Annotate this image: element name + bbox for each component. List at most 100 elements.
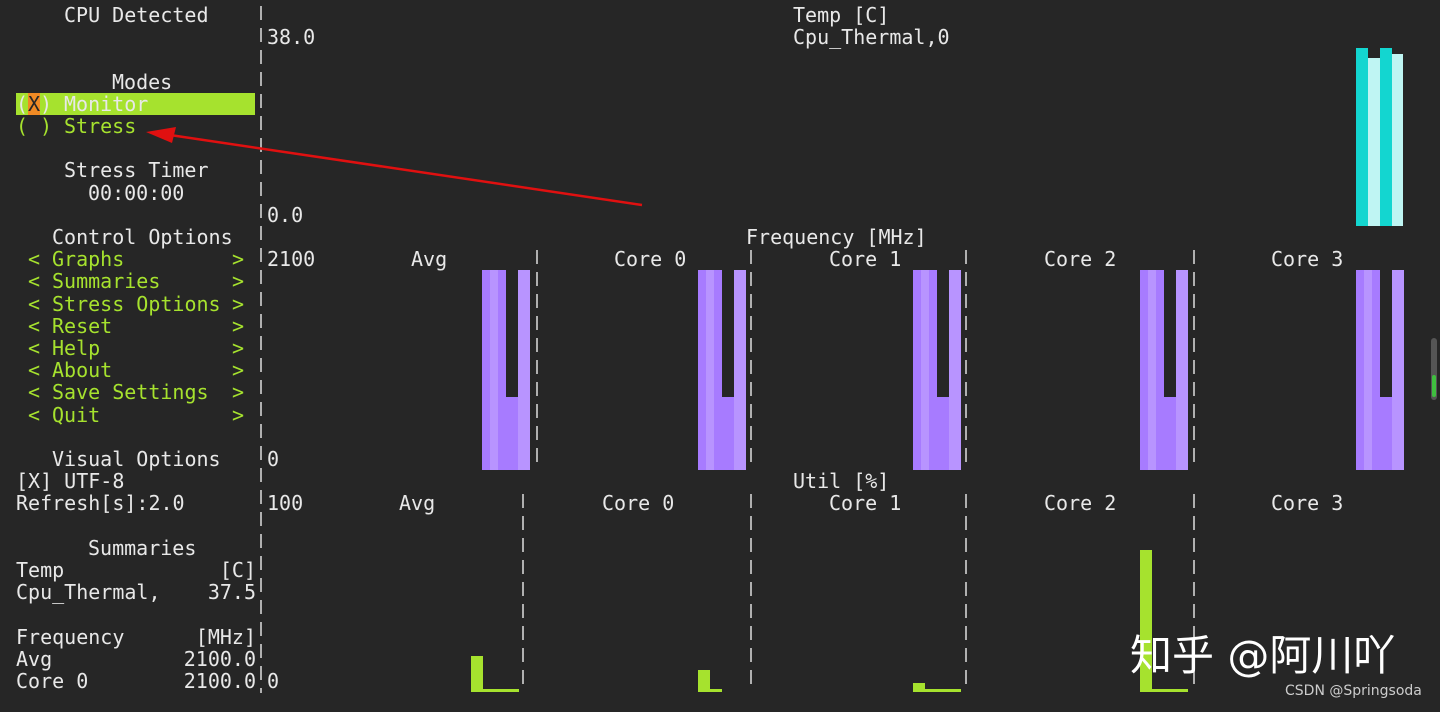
summary-label: Temp <box>16 558 65 582</box>
bracket: < <box>28 247 41 272</box>
bracket: > <box>232 291 245 316</box>
radio-mark <box>28 115 40 137</box>
section-title: Stress Timer <box>64 158 209 183</box>
bracket: < <box>28 380 41 405</box>
bar <box>506 397 518 470</box>
summary-value: 2100.0 <box>183 669 256 693</box>
panel-title: Core 0 <box>614 247 687 272</box>
summary-value: [MHz] <box>195 624 256 649</box>
y-min: 0 <box>267 447 280 471</box>
bar <box>925 689 961 692</box>
bar <box>1176 270 1188 470</box>
y-max: 100 <box>267 491 304 516</box>
bracket: < <box>28 336 41 360</box>
y-max: 38.0 <box>267 25 316 50</box>
watermark: 知乎 @阿川吖 <box>1130 631 1396 680</box>
panel-title: Core 3 <box>1271 491 1344 516</box>
graph-title: Temp [C] <box>793 3 890 27</box>
arrow-head <box>146 127 176 143</box>
visual-option[interactable]: Refresh[s]:2.0 <box>16 491 185 516</box>
bar <box>1356 48 1368 226</box>
panel-title: Core 2 <box>1044 247 1117 272</box>
radio-mark: X <box>28 91 41 116</box>
bracket: < <box>28 402 41 427</box>
summary-label: Core 0 <box>16 669 89 693</box>
panel-title: Core 0 <box>602 491 675 516</box>
panel-title: Core 1 <box>829 247 902 272</box>
util-bars <box>471 550 1188 692</box>
panel-title: Core 2 <box>1044 491 1117 516</box>
summary-value: 2100.0 <box>183 646 256 671</box>
temp-bars <box>1356 48 1403 226</box>
bar <box>710 689 722 692</box>
scrollbar-thumb <box>1432 375 1436 397</box>
bar <box>471 656 483 692</box>
menu-button[interactable]: Quit <box>52 402 101 427</box>
bar <box>1364 270 1372 470</box>
mode-option[interactable]: Stress <box>64 114 137 138</box>
bar <box>1380 48 1392 226</box>
y-max: 2100 <box>267 247 316 272</box>
menu-button[interactable]: Stress Options <box>52 291 221 316</box>
bar <box>1392 270 1404 470</box>
bracket: < <box>28 269 41 294</box>
bar <box>913 683 925 692</box>
bar <box>518 270 530 470</box>
panel-title: Core 3 <box>1271 247 1344 272</box>
graph-title: Util [%] <box>793 469 890 494</box>
credit: CSDN @Springsoda <box>1285 683 1422 699</box>
menu-button[interactable]: Reset <box>52 313 113 338</box>
summary-label: Cpu_Thermal, <box>16 580 161 605</box>
visual-option[interactable]: [X] UTF-8 <box>16 469 125 494</box>
bar <box>949 270 961 470</box>
radio-open: ( <box>16 114 29 138</box>
bar <box>1380 397 1392 470</box>
bracket: < <box>28 291 41 316</box>
cpu-detected: CPU Detected <box>64 3 209 27</box>
summary-label: Frequency <box>16 624 125 649</box>
radio-close: ) <box>40 91 53 116</box>
graph-sensor: Cpu_Thermal,0 <box>793 25 950 50</box>
bar <box>1152 689 1188 692</box>
bar <box>1164 397 1176 470</box>
bar <box>722 397 734 470</box>
menu-button[interactable]: About <box>52 358 113 383</box>
radio-open: ( <box>16 91 29 116</box>
bar <box>1148 270 1156 470</box>
arrow-line <box>169 133 643 207</box>
menu-button[interactable]: Graphs <box>52 247 125 272</box>
bracket: < <box>28 313 41 338</box>
y-min: 0.0 <box>267 202 304 227</box>
bar <box>698 670 710 692</box>
graph-title: Frequency [MHz] <box>746 225 927 249</box>
summary-label: Avg <box>16 646 53 671</box>
bar <box>1368 58 1380 226</box>
separators <box>260 6 1195 693</box>
bar <box>1392 54 1403 226</box>
mode-option[interactable]: Monitor <box>64 91 149 116</box>
panel-title: Core 1 <box>829 491 902 516</box>
bar <box>483 689 519 692</box>
menu-button[interactable]: Help <box>52 336 101 360</box>
bracket: > <box>232 313 245 338</box>
bracket: > <box>232 358 245 383</box>
bracket: > <box>232 380 245 405</box>
stress-timer: 00:00:00 <box>88 180 185 205</box>
bar <box>1140 550 1152 692</box>
y-min: 0 <box>267 669 280 693</box>
menu-button[interactable]: Save Settings <box>52 380 209 405</box>
bracket: > <box>232 269 245 294</box>
section-title: Control Options <box>52 225 233 249</box>
section-title: Visual Options <box>52 447 221 471</box>
frequency-bars <box>482 270 1404 470</box>
bar <box>706 270 714 470</box>
menu-button[interactable]: Summaries <box>52 269 161 294</box>
selected-mode <box>16 92 255 115</box>
bar <box>734 270 746 470</box>
radio-close: ) <box>40 114 53 138</box>
bracket: < <box>28 358 41 383</box>
summary-value: [C] <box>219 558 256 582</box>
bar <box>490 270 498 470</box>
